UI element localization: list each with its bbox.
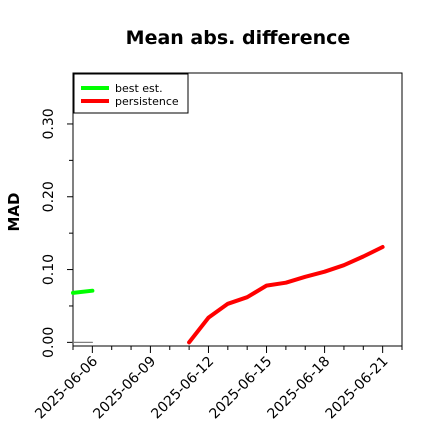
y-tick-label: 0.30 — [41, 108, 57, 139]
y-axis-label: MAD — [5, 193, 23, 232]
y-tick-label: 0.10 — [41, 254, 57, 285]
plot-frame — [72, 72, 403, 347]
y-tick-label: 0.20 — [41, 181, 57, 212]
series-line-persistence — [187, 245, 385, 345]
series-line-best-est — [71, 288, 95, 295]
legend-label-persistence: persistence — [115, 95, 179, 108]
chart-title: Mean abs. difference — [126, 27, 351, 49]
y-axis: 0.00 0.10 0.20 0.30 — [41, 108, 73, 358]
y-tick-label: 0.00 — [41, 327, 57, 358]
x-tick-label: 2025-06-21 — [323, 354, 392, 423]
legend-label-best-est: best est. — [115, 82, 163, 95]
x-axis: 2025-06-062025-06-092025-06-122025-06-15… — [32, 346, 403, 423]
series-layer — [71, 245, 385, 345]
legend: best est. persistence — [73, 73, 189, 114]
legend-box — [73, 73, 189, 114]
